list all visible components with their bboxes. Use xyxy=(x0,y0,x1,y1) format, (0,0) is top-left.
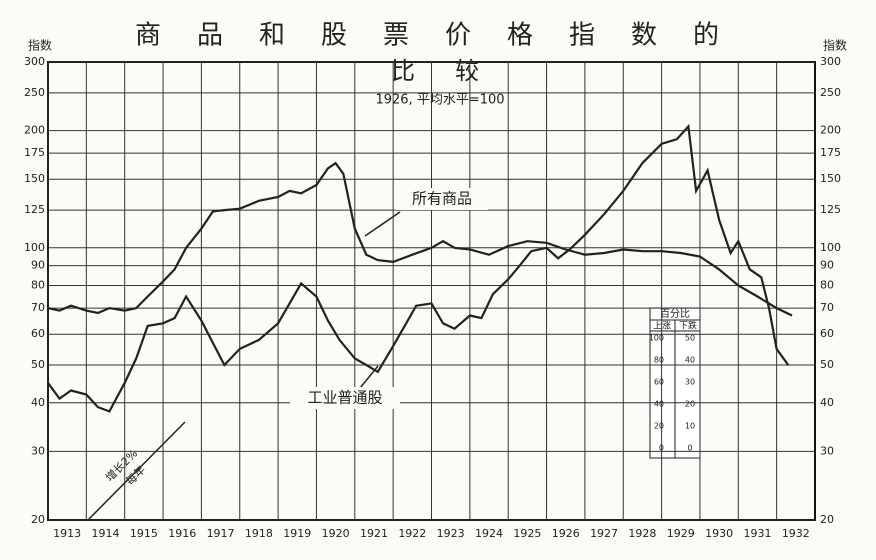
x-tick-label: 1915 xyxy=(130,527,158,540)
inset-tick-label: 0 xyxy=(659,444,664,453)
x-tick-label: 1927 xyxy=(590,527,618,540)
x-tick-label: 1917 xyxy=(207,527,235,540)
y-tick-label: 20 xyxy=(31,513,45,526)
y2-tick-label: 300 xyxy=(820,55,841,68)
x-tick-label: 1928 xyxy=(628,527,656,540)
y-tick-label: 50 xyxy=(31,358,45,371)
y-tick-label: 250 xyxy=(24,86,45,99)
inset-tick-label: 80 xyxy=(654,356,664,365)
y-tick-label: 40 xyxy=(31,396,45,409)
series-label: 所有商品 xyxy=(412,190,472,208)
inset-tick-label: 20 xyxy=(654,422,664,431)
y2-tick-label: 250 xyxy=(820,86,841,99)
x-tick-label: 1931 xyxy=(743,527,771,540)
x-tick-label: 1916 xyxy=(168,527,196,540)
series-line xyxy=(47,123,790,413)
label-bg xyxy=(290,387,400,409)
y2-tick-label: 20 xyxy=(820,513,834,526)
label-arrow xyxy=(364,211,401,237)
y-tick-label: 300 xyxy=(24,55,45,68)
y2-tick-label: 100 xyxy=(820,241,841,254)
y-tick-label: 200 xyxy=(24,124,45,137)
y2-tick-label: 150 xyxy=(820,172,841,185)
y-axis-label: 指数 xyxy=(28,38,52,53)
x-tick-label: 1913 xyxy=(53,527,81,540)
y2-tick-label: 90 xyxy=(820,259,834,272)
y-tick-label: 125 xyxy=(24,203,45,216)
growth-arrow xyxy=(87,421,186,521)
inset-tick-label: 30 xyxy=(685,378,695,387)
y-tick-label: 90 xyxy=(31,259,45,272)
chart-title: 商品和股票价格指数的 xyxy=(135,21,755,51)
y-tick-label: 30 xyxy=(31,444,45,457)
inset-tick-label: 40 xyxy=(654,400,664,409)
y2-tick-label: 50 xyxy=(820,358,834,371)
y2-axis-label: 指数 xyxy=(823,38,847,53)
y2-tick-label: 60 xyxy=(820,327,834,340)
y2-tick-label: 175 xyxy=(820,146,841,159)
x-tick-label: 1923 xyxy=(437,527,465,540)
y-tick-label: 60 xyxy=(31,327,45,340)
series-line xyxy=(47,161,793,317)
x-tick-label: 1932 xyxy=(782,527,810,540)
y2-tick-label: 70 xyxy=(820,301,834,314)
inset-tick-label: 10 xyxy=(685,422,695,431)
x-tick-label: 1918 xyxy=(245,527,273,540)
y-tick-label: 80 xyxy=(31,279,45,292)
y2-tick-label: 200 xyxy=(820,124,841,137)
x-tick-label: 1929 xyxy=(667,527,695,540)
inset-tick-label: 100 xyxy=(649,334,664,343)
y-tick-label: 70 xyxy=(31,301,45,314)
x-tick-label: 1914 xyxy=(92,527,120,540)
y-tick-label: 100 xyxy=(24,241,45,254)
x-tick-label: 1926 xyxy=(552,527,580,540)
inset-tick-label: 20 xyxy=(685,400,695,409)
y2-tick-label: 125 xyxy=(820,203,841,216)
inset-tick-label: 40 xyxy=(685,356,695,365)
x-tick-label: 1921 xyxy=(360,527,388,540)
series-label: 工业普通股 xyxy=(307,389,382,407)
inset-tick-label: 60 xyxy=(654,378,664,387)
inset-title: 百分比 xyxy=(660,308,690,320)
chart-title-line2: 比较 xyxy=(391,57,519,85)
inset-tick-label: 0 xyxy=(687,444,692,453)
x-tick-label: 1925 xyxy=(513,527,541,540)
y2-tick-label: 80 xyxy=(820,279,834,292)
y2-tick-label: 30 xyxy=(820,444,834,457)
chart-subtitle: 1926, 平均水平=100 xyxy=(375,93,504,108)
label-bg xyxy=(396,188,488,210)
x-tick-label: 1924 xyxy=(475,527,503,540)
y-tick-label: 150 xyxy=(24,172,45,185)
y-tick-label: 175 xyxy=(24,146,45,159)
inset-tick-label: 50 xyxy=(685,334,695,343)
x-tick-label: 1922 xyxy=(398,527,426,540)
inset-down-label: 下跌 xyxy=(679,321,697,332)
x-tick-label: 1919 xyxy=(283,527,311,540)
x-tick-label: 1930 xyxy=(705,527,733,540)
y2-tick-label: 40 xyxy=(820,396,834,409)
x-tick-label: 1920 xyxy=(322,527,350,540)
